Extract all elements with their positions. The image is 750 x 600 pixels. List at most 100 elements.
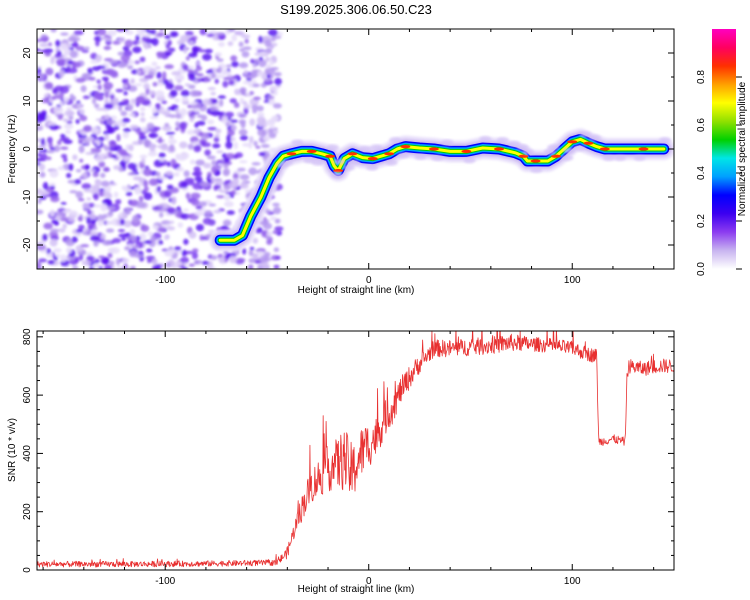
noise-speckle [256,116,266,125]
noise-speckle [106,228,115,233]
noise-speckle [241,34,251,39]
noise-speckle [136,70,141,74]
noise-speckle [97,214,105,223]
spectrogram-content [37,29,674,269]
noise-speckle [143,192,153,200]
noise-speckle [119,151,129,157]
ridge-hotspot [518,154,529,158]
noise-speckle [118,37,125,43]
noise-speckle [143,83,150,90]
noise-speckle [148,132,159,139]
noise-speckle [195,61,201,66]
noise-speckle [214,52,222,57]
noise-speckle [106,201,113,208]
noise-speckle [97,84,102,91]
noise-speckle [152,225,159,230]
noise-speckle [207,119,215,125]
noise-speckle [129,266,136,269]
noise-speckle [217,95,226,99]
noise-speckle [98,255,106,259]
noise-speckle [237,167,246,172]
noise-speckle [158,79,163,83]
noise-speckle [165,170,174,177]
noise-speckle [218,41,225,47]
noise-speckle [108,142,116,148]
noise-speckle [75,229,84,233]
noise-speckle [253,96,261,101]
y-tick-label: 0 [22,146,33,152]
noise-speckle [173,172,180,177]
noise-speckle [71,236,78,243]
noise-speckle [274,77,282,86]
ridge-halo [496,137,509,143]
noise-speckle [235,258,246,262]
noise-speckle [112,40,121,45]
noise-speckle [95,107,106,111]
noise-speckle [204,48,213,54]
noise-speckle [48,142,53,149]
noise-speckle [139,77,148,83]
noise-speckle [266,74,271,79]
ridge-hotspot [583,141,594,145]
noise-speckle [226,210,235,215]
noise-speckle [60,146,69,150]
noise-speckle [134,186,142,195]
noise-speckle [135,96,145,104]
noise-speckle [157,227,166,233]
noise-speckle [194,122,199,129]
noise-speckle [169,89,178,97]
noise-speckle [164,64,174,70]
noise-speckle [60,133,66,138]
noise-speckle [37,209,44,215]
noise-speckle [123,186,130,192]
noise-speckle [175,108,180,114]
noise-speckle [192,182,202,190]
noise-speckle [161,100,167,104]
noise-speckle [132,215,139,223]
noise-speckle [66,106,73,112]
noise-speckle [175,113,182,119]
noise-speckle [193,145,201,153]
noise-speckle [251,162,261,166]
noise-speckle [204,210,213,217]
noise-speckle [154,264,162,269]
y-tick-label: -10 [22,189,33,204]
noise-speckle [207,126,217,131]
snr-series-line [37,331,674,568]
noise-speckle [125,191,133,196]
noise-speckle [126,104,134,112]
noise-speckle [273,72,282,77]
noise-speckle [155,90,165,98]
noise-speckle [212,67,217,75]
noise-speckle [85,251,93,256]
noise-speckle [171,196,177,205]
noise-speckle [108,194,113,199]
noise-speckle [251,71,258,78]
x-tick-label: -100 [155,576,175,587]
noise-speckle [140,106,146,112]
noise-speckle [60,212,65,220]
noise-speckle [95,54,102,62]
noise-speckle [239,87,247,94]
noise-speckle [251,104,259,111]
ridge-halo [327,144,340,151]
ridge-halo [431,155,444,161]
noise-speckle [47,122,57,126]
noise-speckle [243,69,248,76]
noise-speckle [116,265,122,269]
noise-speckle [162,79,170,85]
noise-speckle [53,106,64,115]
noise-speckle [138,195,144,203]
noise-speckle [108,59,119,65]
noise-speckle [151,107,158,114]
noise-speckle [94,155,105,163]
noise-speckle [272,103,282,109]
noise-speckle [57,166,65,171]
noise-speckle [202,53,212,61]
noise-speckle [134,60,140,65]
colorbar-ticks: 0.0 0.2 0.4 0.6 0.8 [696,70,742,276]
noise-speckle [109,182,117,186]
ridge-halo [659,137,672,143]
noise-speckle [91,126,100,133]
noise-speckle [134,83,143,87]
